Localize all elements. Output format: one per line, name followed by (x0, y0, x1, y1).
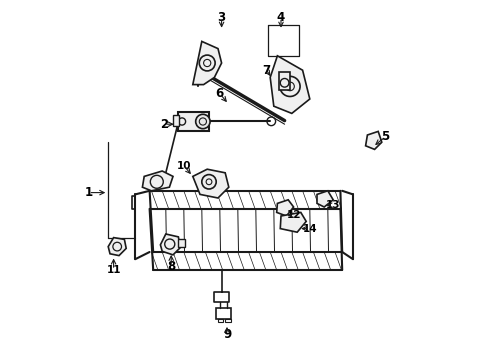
Text: 14: 14 (302, 224, 317, 234)
Text: 6: 6 (216, 87, 224, 100)
Text: 5: 5 (381, 130, 390, 143)
Polygon shape (108, 238, 126, 256)
Polygon shape (193, 169, 229, 198)
Text: 4: 4 (277, 11, 285, 24)
Polygon shape (143, 171, 173, 191)
Bar (225, 319, 231, 322)
Bar (216, 308, 231, 319)
Polygon shape (193, 41, 221, 85)
Polygon shape (280, 212, 306, 232)
Text: 2: 2 (160, 118, 168, 131)
Text: 10: 10 (176, 161, 191, 171)
Bar (178, 112, 209, 131)
Bar (279, 72, 290, 90)
Text: 12: 12 (286, 210, 301, 220)
Polygon shape (277, 200, 294, 216)
Text: 11: 11 (106, 265, 121, 275)
Text: 7: 7 (263, 64, 270, 77)
Circle shape (196, 114, 210, 129)
Polygon shape (317, 191, 333, 207)
Text: 9: 9 (223, 328, 231, 341)
Bar (218, 319, 223, 322)
Polygon shape (270, 56, 310, 113)
Bar (178, 239, 185, 247)
Bar (173, 115, 179, 126)
Text: 8: 8 (167, 260, 175, 273)
Text: 1: 1 (84, 186, 93, 199)
Polygon shape (366, 131, 382, 149)
Polygon shape (160, 234, 180, 255)
Text: 13: 13 (326, 200, 341, 210)
Text: 3: 3 (218, 11, 226, 24)
